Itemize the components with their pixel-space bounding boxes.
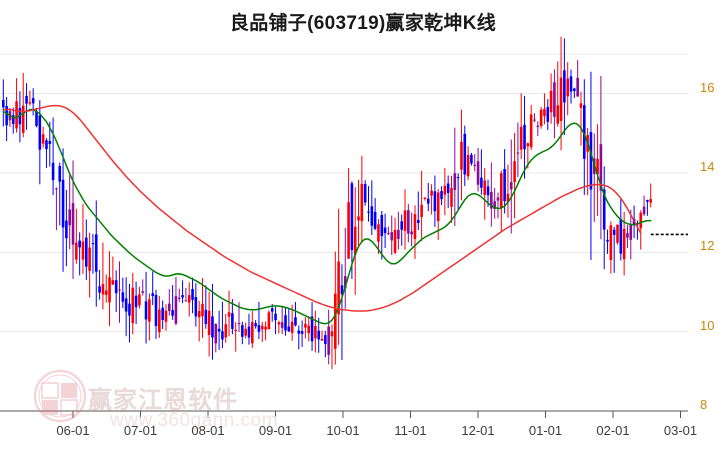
x-axis-tick-label: 03-01 bbox=[663, 423, 698, 438]
watermark-url: www.360gann.com bbox=[110, 410, 279, 431]
x-axis-tick-label: 06-01 bbox=[56, 423, 90, 438]
x-axis-tick-label: 07-01 bbox=[123, 423, 158, 438]
x-axis bbox=[72, 411, 681, 418]
x-axis-tick-label: 02-01 bbox=[596, 423, 630, 438]
x-axis-tick-label: 10-01 bbox=[326, 423, 360, 438]
candles-layer bbox=[2, 36, 652, 370]
y-axis-tick-label: 12 bbox=[700, 238, 715, 254]
page-title: 良品铺子(603719)赢家乾坤K线 bbox=[229, 13, 497, 34]
seal-logo-icon bbox=[33, 369, 87, 423]
y-axis-tick-label: 14 bbox=[700, 159, 715, 174]
y-axis-tick-label: 16 bbox=[700, 79, 715, 95]
watermark-brand: 赢家江恩软件 bbox=[88, 387, 238, 414]
y-axis-tick-label: 10 bbox=[700, 317, 715, 333]
ma-long-line bbox=[2, 104, 642, 312]
ma-short-line bbox=[2, 108, 652, 325]
x-axis-tick-label: 11-01 bbox=[394, 423, 427, 438]
y-axis-tick-label: 8 bbox=[700, 397, 708, 412]
gridlines bbox=[0, 53, 688, 412]
x-axis-tick-label: 08-01 bbox=[191, 423, 225, 438]
x-axis-tick-label: 09-01 bbox=[258, 423, 293, 438]
x-axis-tick-label: 12-01 bbox=[461, 423, 495, 438]
x-axis-tick-label: 01-01 bbox=[528, 423, 563, 438]
